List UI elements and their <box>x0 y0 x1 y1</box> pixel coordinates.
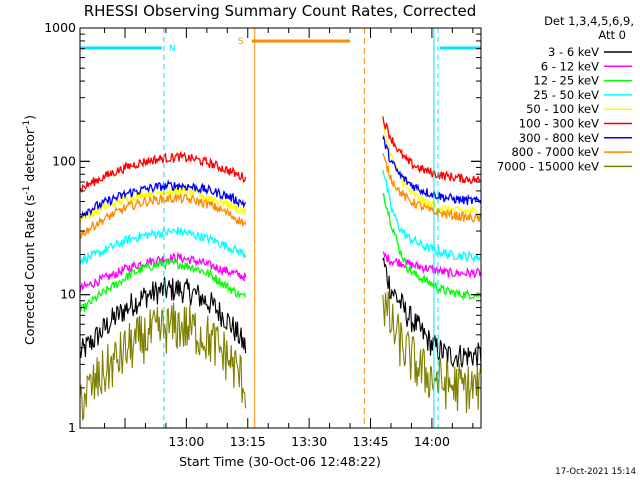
x-axis-label: Start Time (30-Oct-06 12:48:22) <box>179 454 381 469</box>
x-tick-label: 14:00 <box>414 434 450 449</box>
legend-label-2: 6 - 12 keV <box>541 59 599 73</box>
timestamp: 17-Oct-2021 15:14 <box>555 467 636 477</box>
legend-label-4: 25 - 50 keV <box>533 88 599 102</box>
flag-label-s: S <box>238 37 244 47</box>
y-axis-label-sup2: -1 <box>22 120 32 129</box>
flag-label-n: N <box>169 44 176 54</box>
legend-label-9: 7000 - 15000 keV <box>497 159 599 173</box>
x-tick-label: 13:30 <box>291 434 327 449</box>
chart-title: RHESSI Observing Summary Count Rates, Co… <box>84 2 477 20</box>
x-tick-label: 13:00 <box>168 434 204 449</box>
legend-label-7: 300 - 800 keV <box>519 131 599 145</box>
legend-label-8: 800 - 7000 keV <box>511 145 599 159</box>
y-axis-label-main: Corrected Count Rate (s <box>22 195 37 345</box>
y-axis-label-sup1: -1 <box>22 186 32 195</box>
y-tick-label: 1 <box>68 420 76 435</box>
x-tick-label: 13:45 <box>353 434 389 449</box>
y-tick-label: 100 <box>52 153 76 168</box>
y-axis-label: Corrected Count Rate (s-1 detector-1) <box>22 115 37 345</box>
legend-label-3: 12 - 25 keV <box>533 74 599 88</box>
legend-label-5: 50 - 100 keV <box>526 102 599 116</box>
y-tick-label: 1000 <box>44 20 76 35</box>
legend-title-2: Att 0 <box>598 28 626 42</box>
y-axis-label-end: ) <box>22 115 37 120</box>
x-tick-label: 13:15 <box>230 434 266 449</box>
legend-label-1: 3 - 6 keV <box>548 45 599 59</box>
y-tick-label: 10 <box>60 287 76 302</box>
y-axis-label-mid: detector <box>22 128 37 186</box>
legend-label-6: 100 - 300 keV <box>519 117 599 131</box>
legend-title-1: Det 1,3,4,5,6,9, <box>544 14 634 28</box>
